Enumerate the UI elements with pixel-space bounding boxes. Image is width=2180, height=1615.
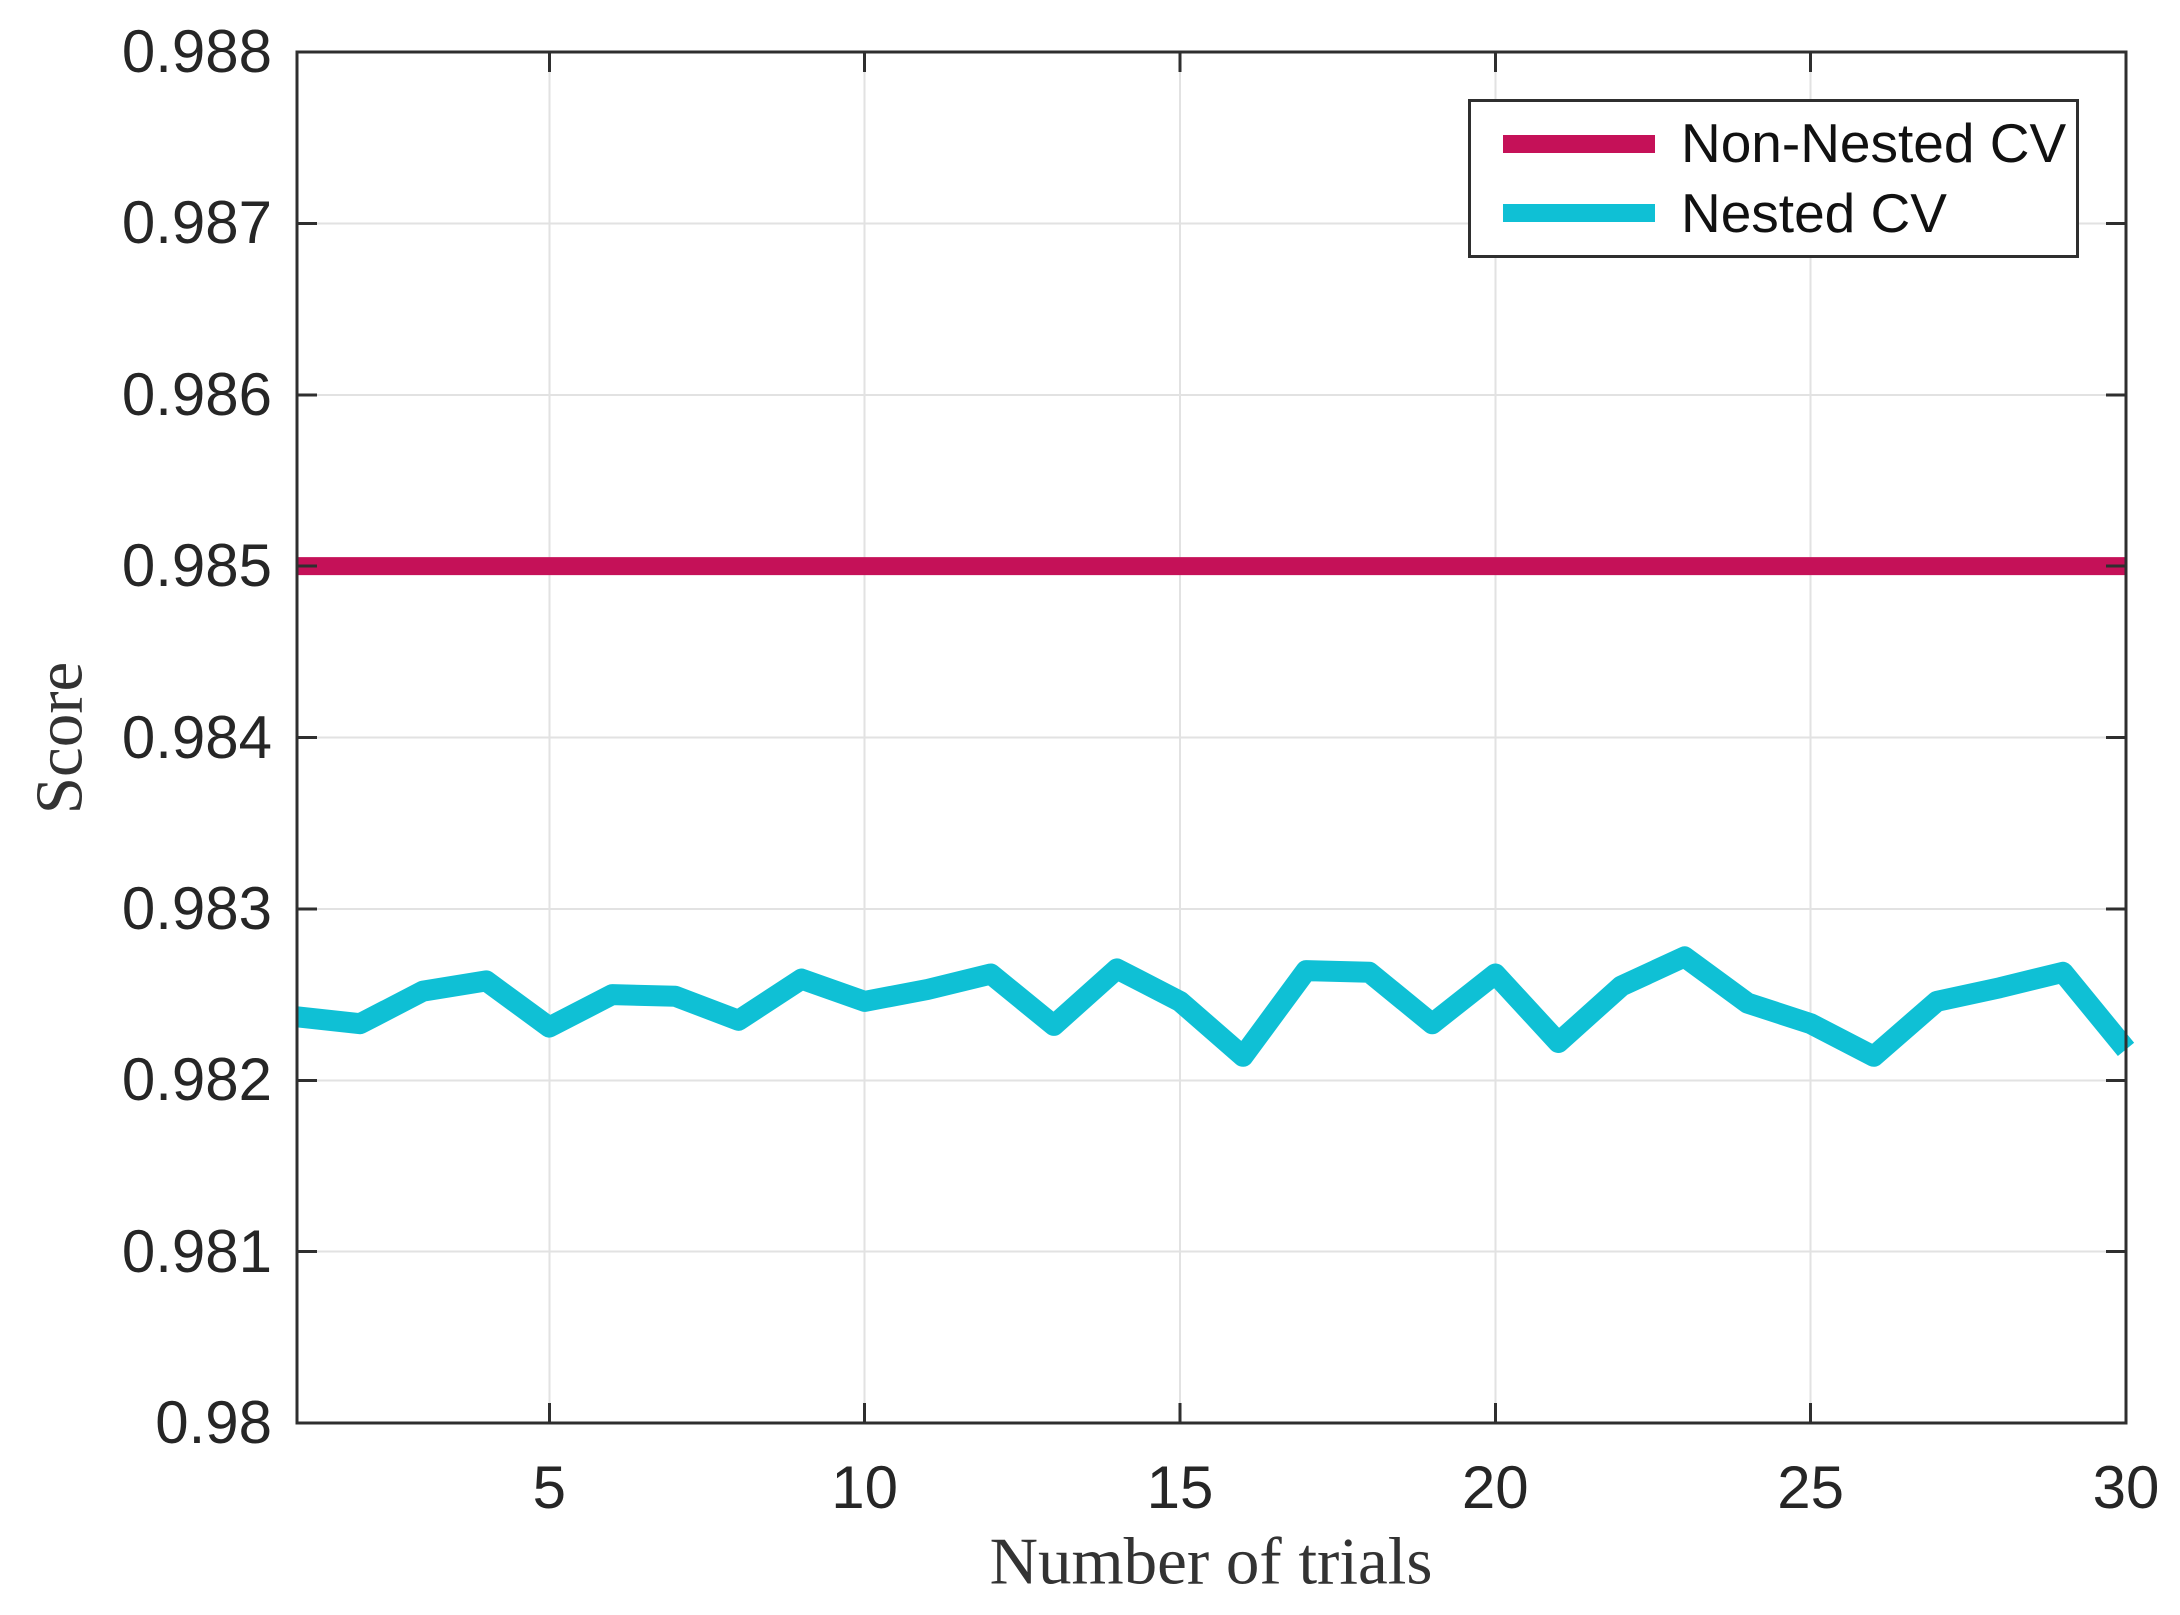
series-line-nested-cv (295, 946, 2135, 1067)
x-tick-label: 10 (831, 1454, 898, 1521)
x-tick-label: 25 (1777, 1454, 1845, 1521)
y-tick-label: 0.983 (121, 874, 272, 942)
legend: Non-Nested CV Nested CV (1468, 99, 2079, 258)
y-tick-label: 0.985 (121, 532, 272, 600)
legend-swatch-non-nested-cv (1503, 134, 1655, 153)
y-tick-label: 0.988 (121, 18, 272, 85)
x-tick-label: 5 (532, 1454, 566, 1521)
y-tick-label: 0.981 (121, 1217, 272, 1285)
x-tick-label: 20 (1461, 1454, 1529, 1521)
x-tick-label: 30 (2092, 1454, 2160, 1521)
legend-label-nested-cv: Nested CV (1681, 181, 1947, 244)
y-axis-title: Score (22, 661, 97, 815)
legend-swatch-nested-cv (1503, 204, 1655, 223)
legend-label-non-nested-cv: Non-Nested CV (1681, 112, 2067, 175)
x-tick-label: 15 (1146, 1454, 1214, 1521)
x-axis-title: Number of trials (989, 1524, 1433, 1599)
y-tick-label: 0.986 (121, 360, 272, 428)
legend-item-nested-cv: Nested CV (1503, 181, 2076, 244)
y-tick-label: 0.982 (121, 1046, 272, 1114)
legend-item-non-nested-cv: Non-Nested CV (1503, 116, 2076, 171)
y-tick-label: 0.984 (121, 703, 272, 771)
y-tick-label: 0.98 (155, 1389, 272, 1456)
y-tick-label: 0.987 (121, 189, 272, 257)
